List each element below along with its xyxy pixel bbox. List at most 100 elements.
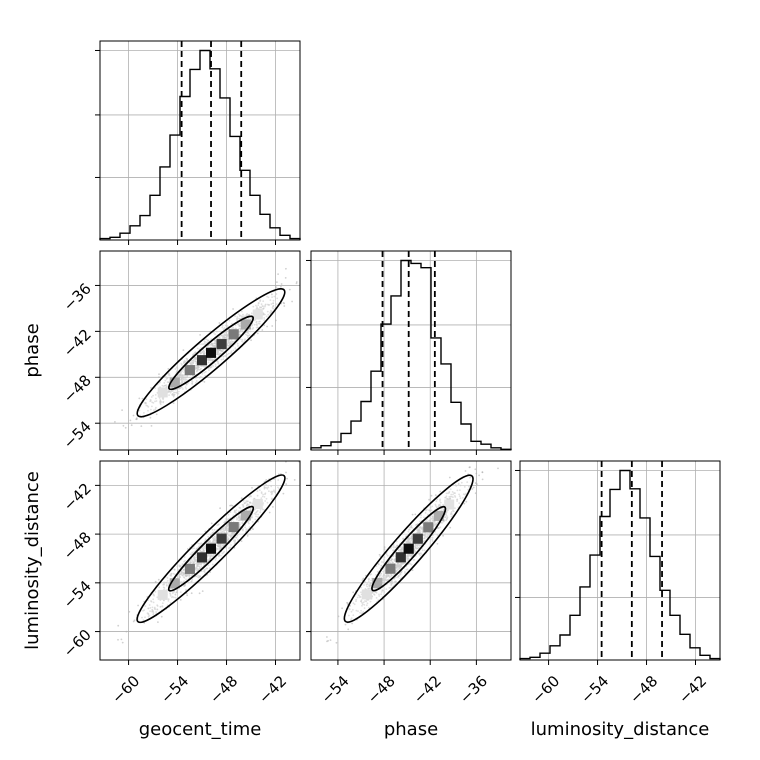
sample-point <box>208 369 210 372</box>
sample-point <box>154 580 157 583</box>
sample-point <box>369 587 372 590</box>
sample-point <box>256 490 259 493</box>
sample-point <box>246 535 249 537</box>
histogram-panel-geocent-time <box>95 40 301 241</box>
sample-point <box>199 352 202 355</box>
sample-point <box>150 408 152 411</box>
x-tick-label: −48 <box>626 672 661 707</box>
sample-point <box>263 508 265 511</box>
sample-point <box>458 495 461 497</box>
sample-point <box>166 580 169 582</box>
sample-point <box>232 514 235 517</box>
sample-point <box>180 386 183 389</box>
sample-point <box>397 576 399 579</box>
sample-point <box>182 576 185 579</box>
sample-point <box>271 490 274 493</box>
sample-point <box>376 570 379 573</box>
sample-point <box>190 379 193 382</box>
sample-point <box>162 583 165 586</box>
sample-point <box>452 509 454 512</box>
sample-point <box>273 490 276 493</box>
sample-point <box>183 585 186 587</box>
histogram-step <box>310 259 512 450</box>
sample-point <box>241 331 244 333</box>
sample-point <box>416 544 418 546</box>
sample-point <box>173 391 175 394</box>
sample-point <box>377 599 380 601</box>
sample-point <box>204 568 207 571</box>
sample-point <box>176 367 179 370</box>
sample-point <box>283 305 286 307</box>
sample-point <box>200 547 203 550</box>
sample-point <box>175 391 178 394</box>
sample-point <box>360 609 362 612</box>
sample-point <box>242 520 244 522</box>
sample-point <box>231 322 233 325</box>
sample-point <box>185 378 188 381</box>
sample-point <box>434 494 437 496</box>
sample-point <box>375 597 378 599</box>
sample-point <box>397 549 400 552</box>
sample-point <box>234 315 237 318</box>
sample-point <box>114 421 116 423</box>
sample-point <box>241 329 244 331</box>
sample-point <box>215 557 218 559</box>
sample-point <box>150 600 153 603</box>
sample-point <box>350 617 353 619</box>
sample-point <box>373 593 375 595</box>
sample-point <box>398 565 400 568</box>
joint-clip-group <box>114 267 298 429</box>
sample-point <box>419 529 421 532</box>
sample-point <box>190 580 193 583</box>
sample-point <box>475 472 478 475</box>
sample-point <box>356 596 359 599</box>
sample-point <box>229 546 232 549</box>
sample-point <box>411 569 414 572</box>
sample-point <box>182 388 184 390</box>
sample-point <box>239 338 242 340</box>
sample-point <box>275 303 278 305</box>
density-cell <box>361 589 372 600</box>
sample-point <box>249 501 251 504</box>
density-cell <box>433 510 444 521</box>
sample-point <box>276 281 278 283</box>
sample-point <box>226 353 229 356</box>
sample-point <box>435 500 438 503</box>
sample-point <box>260 303 263 306</box>
density-cell <box>385 563 396 574</box>
sample-point <box>224 528 227 531</box>
sample-point <box>197 542 200 545</box>
sample-point <box>121 409 123 411</box>
sample-point <box>268 490 270 493</box>
sample-point <box>444 516 447 518</box>
sample-point <box>435 523 437 526</box>
sample-point <box>368 578 370 580</box>
sample-point <box>223 550 226 553</box>
sample-point <box>204 341 207 343</box>
sample-point <box>180 376 183 379</box>
sample-point <box>222 358 225 361</box>
sample-point <box>271 497 273 500</box>
x-axis-label-luminosity-distance: luminosity_distance <box>531 719 710 740</box>
sample-point <box>120 638 123 641</box>
sample-point <box>257 516 259 518</box>
sample-point <box>262 493 265 496</box>
sample-point <box>147 409 149 412</box>
sample-point <box>266 487 269 490</box>
sample-point <box>446 516 449 519</box>
sample-point <box>410 526 412 528</box>
sample-point <box>253 323 256 326</box>
sample-point <box>431 519 434 521</box>
sample-point <box>150 387 152 389</box>
sample-point <box>163 581 166 584</box>
sample-point <box>203 343 206 345</box>
sample-point <box>445 509 448 512</box>
sample-point <box>352 614 355 617</box>
sample-point <box>261 305 264 307</box>
sample-point <box>241 503 244 506</box>
sample-point <box>207 564 210 567</box>
sample-point <box>185 578 188 581</box>
sample-point <box>286 477 288 480</box>
sample-point <box>150 396 153 398</box>
sample-point <box>280 283 283 285</box>
